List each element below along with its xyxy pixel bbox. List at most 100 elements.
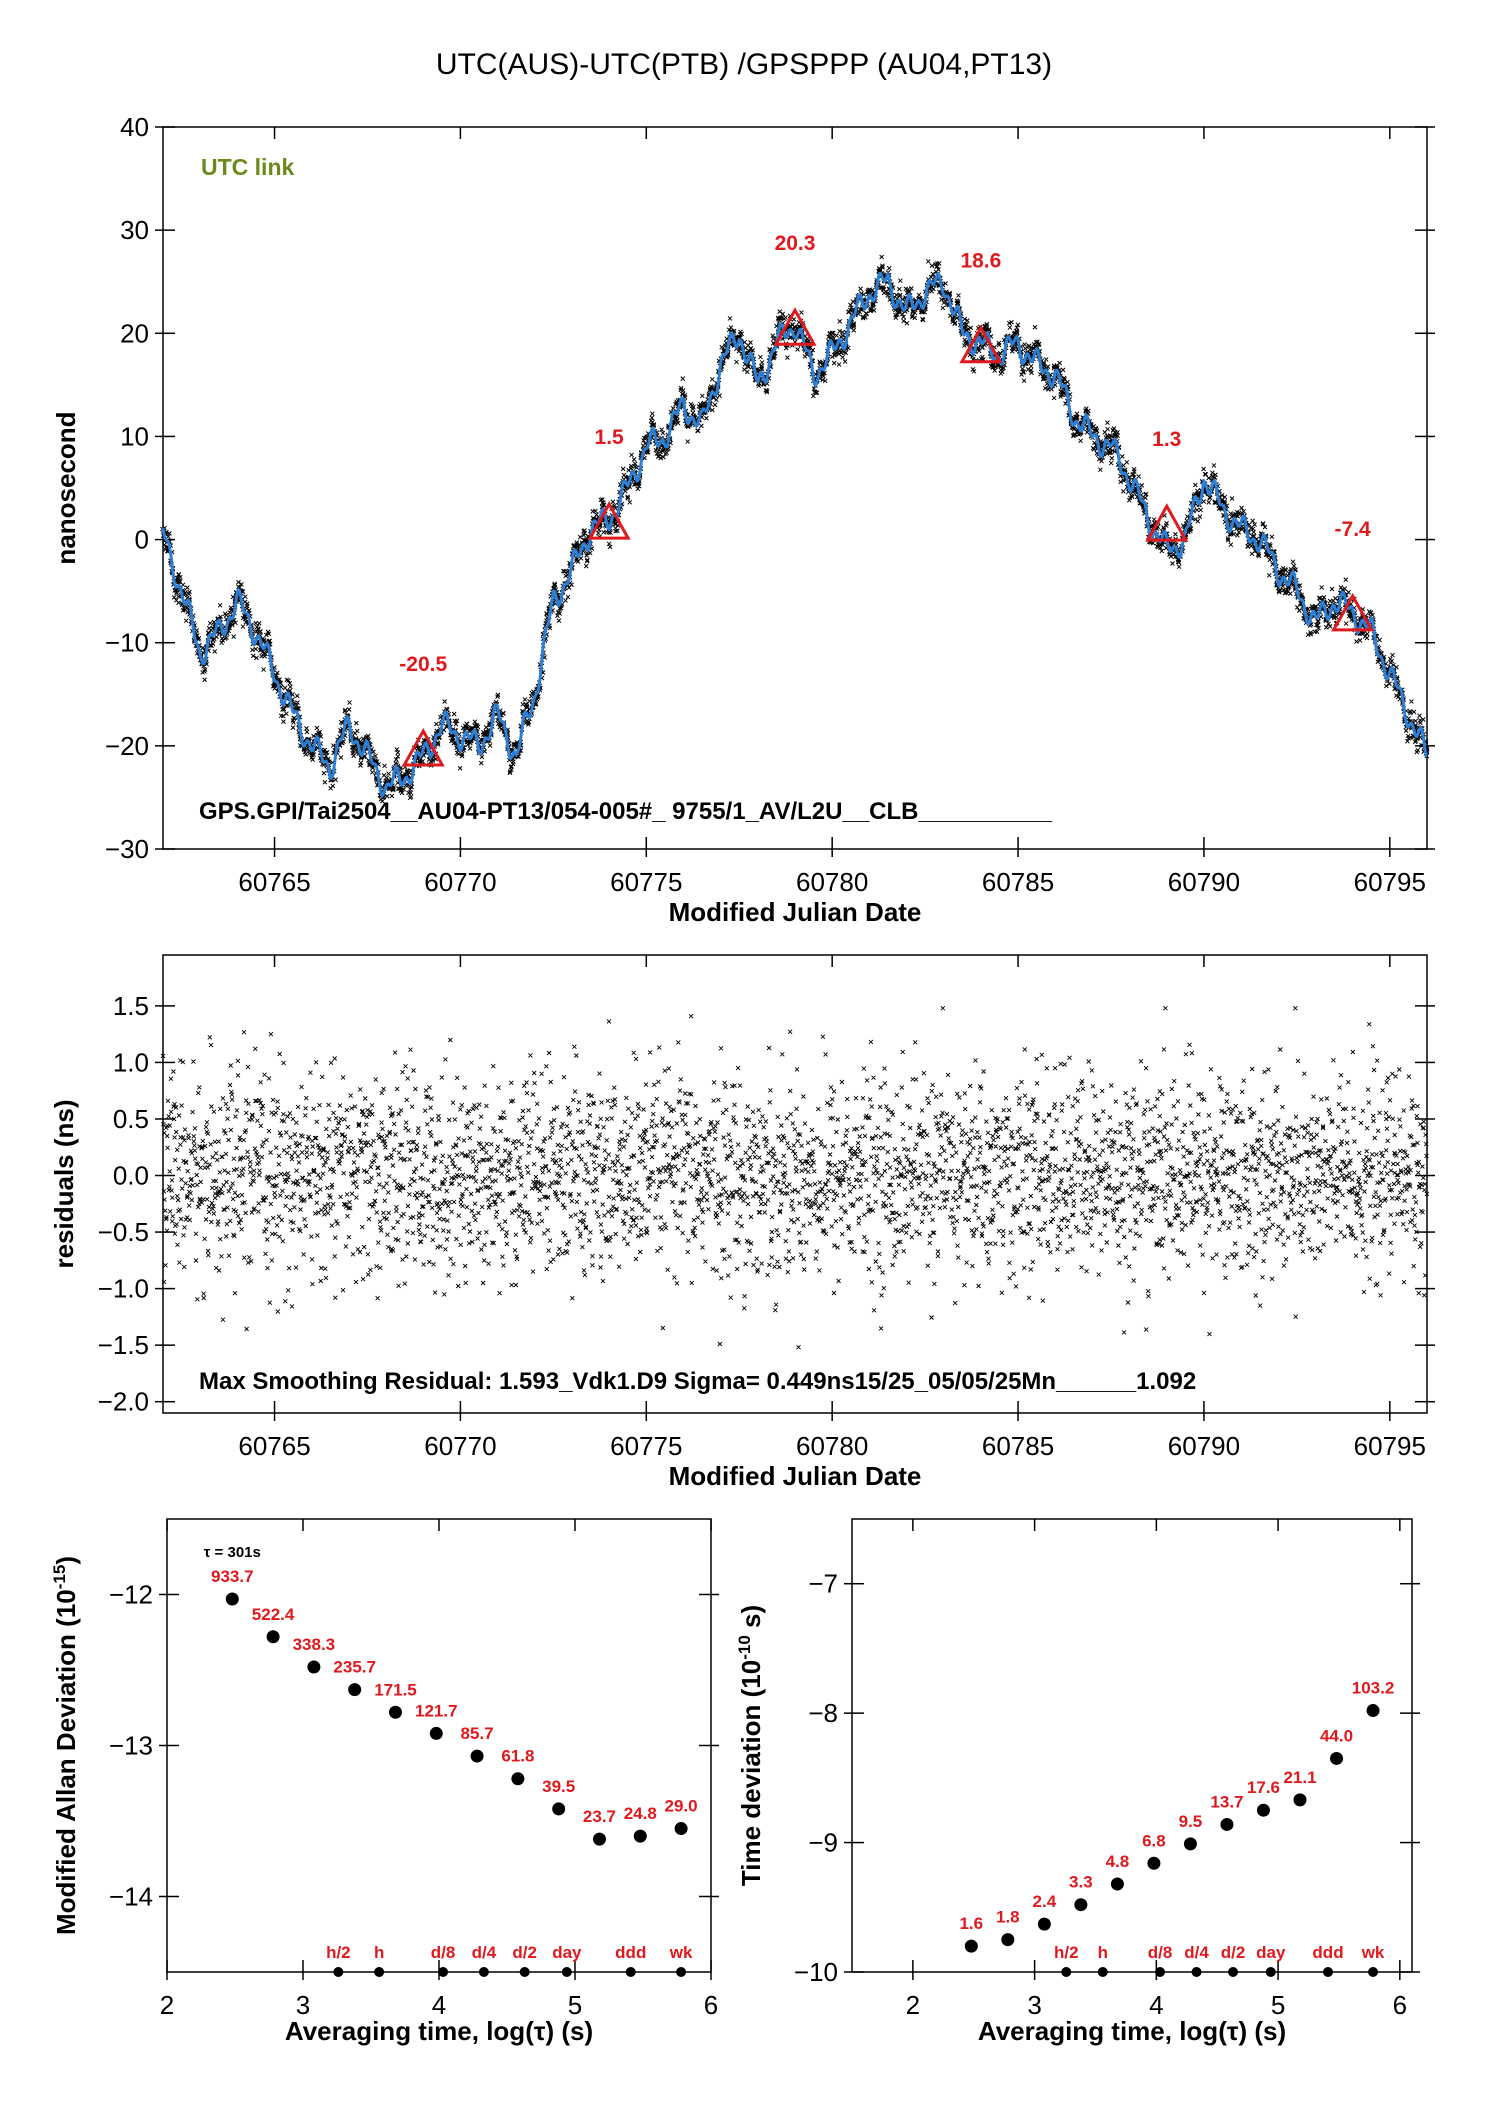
main-data-point <box>1021 378 1027 384</box>
residuals-data-point <box>241 1166 246 1172</box>
main-data-point <box>187 589 192 595</box>
main-axes: 60765 60770 60775 60780 60785 60790 60795−30−2… <box>51 112 1435 927</box>
residuals-data-point <box>369 1102 375 1108</box>
residuals-data-point <box>342 1117 347 1122</box>
residuals-data-point <box>216 1268 222 1273</box>
main-data-point <box>836 362 842 367</box>
residuals-data-point <box>344 1107 350 1113</box>
page-title: UTC(AUS)-UTC(PTB) /GPSPPP (AU04,PT13) <box>435 48 1053 81</box>
main-data-point <box>556 618 562 623</box>
main-data-point <box>360 736 366 742</box>
residuals-data-point <box>417 1222 422 1227</box>
main-data-point <box>699 393 705 399</box>
main-data-point <box>1228 542 1234 548</box>
residuals-data-point <box>267 1174 273 1180</box>
residuals-data-point <box>173 1129 179 1135</box>
residuals-data-point <box>361 1131 367 1136</box>
main-data-point <box>1108 460 1114 466</box>
main-data-point <box>879 254 885 260</box>
residuals-data-point <box>324 1185 330 1191</box>
main-data-point <box>529 690 535 696</box>
main-data-point <box>931 286 936 292</box>
main-data-point <box>450 735 456 741</box>
residuals-data-point <box>400 1257 405 1262</box>
main-data-point <box>176 600 181 606</box>
residuals-data-point <box>403 1120 409 1125</box>
residuals-data-point <box>185 1168 191 1174</box>
residuals-data-point <box>192 1143 197 1148</box>
residuals-data-point <box>361 1244 367 1250</box>
residuals-data-point <box>373 1188 379 1194</box>
residuals-data-point <box>237 1137 243 1143</box>
main-data-point <box>365 733 371 739</box>
main-data-point <box>354 728 360 734</box>
main-data-point <box>583 563 589 569</box>
main-data-point <box>202 677 207 683</box>
residuals-data-point <box>298 1207 303 1212</box>
main-annotation-label: -20.5 <box>399 653 447 676</box>
main-data-point <box>194 628 200 633</box>
main-data-point <box>224 635 229 641</box>
residuals-data-point <box>262 1072 267 1078</box>
residuals-data-point <box>174 1193 180 1199</box>
main-data-point <box>909 286 914 291</box>
main-data-point <box>627 499 633 505</box>
main-data-point <box>435 740 441 746</box>
residuals-data-point <box>348 1093 354 1098</box>
residuals-data-point <box>255 1155 261 1161</box>
residuals-data-point <box>308 1070 313 1076</box>
main-data-point <box>1007 325 1013 330</box>
residuals-data-point <box>247 1164 253 1170</box>
residuals-data-point <box>284 1194 290 1200</box>
residuals-data-point <box>236 1173 242 1179</box>
residuals-data-point <box>214 1185 219 1191</box>
residuals-data-point <box>312 1211 318 1216</box>
residuals-axes: 60765 60770 60775 60780 60785 60790 60795−2.0−… <box>49 954 1435 1491</box>
main-data-point <box>664 450 669 455</box>
main-data-point <box>266 631 272 637</box>
main-data-point <box>212 649 218 654</box>
residuals-data-point <box>278 1171 284 1177</box>
main-data-point <box>1354 639 1359 644</box>
residuals-data-point <box>319 1155 325 1160</box>
residuals-data-point <box>396 1283 401 1289</box>
residuals-data-point <box>405 1203 411 1209</box>
residuals-data-point <box>258 1079 263 1085</box>
residuals-data-point <box>188 1190 193 1196</box>
residuals-data-point <box>365 1251 371 1257</box>
residuals-data-point <box>289 1195 294 1200</box>
main-data-point <box>408 784 414 790</box>
residuals-data-point <box>215 1219 221 1224</box>
residuals-data-point <box>403 1254 409 1259</box>
main-data-point <box>1078 438 1083 444</box>
residuals-data-point <box>177 1207 183 1213</box>
residuals-data-point <box>322 1266 328 1272</box>
residuals-data-point <box>380 1126 385 1132</box>
main-data-point <box>709 376 715 382</box>
residuals-data-point <box>216 1139 221 1144</box>
residuals-data-point <box>272 1194 278 1200</box>
residuals-data-point <box>289 1304 295 1309</box>
main-data-point <box>1051 395 1057 401</box>
main-data-point <box>371 749 376 755</box>
main-data-point <box>1377 637 1382 643</box>
residuals-data-point <box>288 1135 293 1140</box>
main-data-point <box>1045 364 1051 369</box>
residuals-data-point <box>334 1150 340 1155</box>
residuals-data-point <box>283 1130 289 1135</box>
residuals-data-point <box>208 1219 214 1225</box>
residuals-data-point <box>267 1300 273 1306</box>
residuals-data-point <box>178 1216 184 1222</box>
residuals-data-point <box>417 1231 423 1237</box>
main-data-point <box>230 594 236 600</box>
main-data-point <box>290 692 295 697</box>
residuals-data-point <box>377 1182 382 1187</box>
main-ytick-label: 20 <box>120 318 149 348</box>
main-data-point <box>311 733 316 739</box>
main-data-point <box>1211 463 1217 468</box>
residuals-data-point <box>400 1069 405 1075</box>
main-data-point <box>1124 459 1130 465</box>
main-data-point <box>1291 563 1297 569</box>
residuals-data-point <box>226 1188 232 1194</box>
main-data-point <box>322 779 328 785</box>
